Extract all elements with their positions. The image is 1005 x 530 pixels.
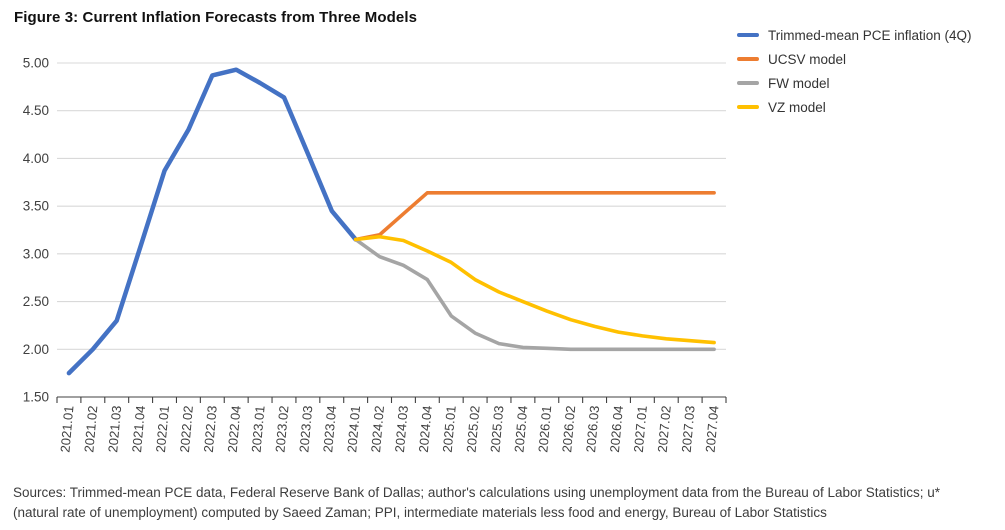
inflation-forecast-line-chart: 1.50 2.00 2.50 3.00 3.50 4.00 4.50 5.00 2021.01 2…: [23, 56, 727, 453]
x-tick-label: 2024.03: [392, 405, 411, 453]
x-tick-label: 2026.02: [559, 405, 578, 453]
legend-swatch-fw-model: [737, 80, 759, 86]
y-tick-label: 3.00: [23, 246, 49, 261]
x-tick-label: 2026.01: [535, 405, 554, 453]
legend-item-trimmed-mean-pce: Trimmed-mean PCE inflation (4Q): [737, 23, 972, 47]
y-tick-label: 2.50: [23, 294, 49, 309]
figure-title: Figure 3: Current Inflation Forecasts fr…: [14, 9, 418, 26]
series-line-trimmed-mean-pce-inflation-4q: [66, 67, 358, 376]
x-tick-label: 2023.02: [272, 405, 291, 453]
series-line-ucsv-model: [353, 191, 716, 242]
sources-line-2: (natural rate of unemployment) computed …: [13, 505, 827, 520]
chart-legend: Trimmed-mean PCE inflation (4Q) UCSV mod…: [737, 23, 972, 119]
x-tick-label: 2025.02: [464, 405, 483, 453]
x-tick-label: 2025.04: [511, 405, 530, 453]
y-tick-label: 4.50: [23, 103, 49, 118]
x-tick-label: 2022.03: [201, 405, 220, 453]
x-tick-label: 2023.03: [296, 405, 315, 453]
legend-label: UCSV model: [768, 51, 847, 67]
x-tick-label: 2021.03: [105, 405, 124, 453]
x-tick-label: 2026.03: [583, 405, 602, 453]
legend-label: FW model: [768, 75, 830, 91]
x-tick-label: 2025.03: [487, 405, 506, 453]
x-tick-label: 2021.01: [57, 405, 76, 453]
y-tick-label: 2.00: [23, 342, 49, 357]
x-tick-label: 2024.01: [344, 405, 363, 453]
legend-swatch-vz-model: [737, 104, 759, 110]
y-tick-label: 4.00: [23, 151, 49, 166]
legend-swatch-trimmed-mean-pce: [737, 32, 759, 38]
legend-item-ucsv-model: UCSV model: [737, 47, 972, 71]
x-tick-label: 2022.04: [225, 405, 244, 453]
y-tick-label: 5.00: [23, 56, 49, 71]
legend-item-vz-model: VZ model: [737, 95, 972, 119]
x-tick-label: 2024.02: [368, 405, 387, 453]
legend-label: Trimmed-mean PCE inflation (4Q): [768, 27, 972, 43]
legend-item-fw-model: FW model: [737, 71, 972, 95]
legend-label: VZ model: [768, 99, 826, 115]
x-tick-label: 2023.01: [249, 405, 268, 453]
x-tick-label: 2023.04: [320, 405, 339, 453]
sources-note: Sources: Trimmed-mean PCE data, Federal …: [13, 483, 1003, 523]
legend-swatch-ucsv-model: [737, 56, 759, 62]
x-tick-label: 2022.01: [153, 405, 172, 453]
x-tick-label: 2027.03: [679, 405, 698, 453]
y-tick-label: 1.50: [23, 390, 49, 405]
x-tick-label: 2027.01: [631, 405, 650, 453]
x-tick-label: 2024.04: [416, 405, 435, 453]
series-line-fw-model: [353, 237, 716, 352]
x-tick-label: 2021.02: [81, 405, 100, 453]
x-tick-label: 2027.04: [703, 405, 722, 453]
x-tick-label: 2026.04: [607, 405, 626, 453]
x-tick-label: 2025.01: [440, 405, 459, 453]
series-line-vz-model: [353, 234, 716, 345]
x-tick-label: 2021.04: [129, 405, 148, 453]
y-tick-label: 3.50: [23, 199, 49, 214]
x-tick-label: 2022.02: [177, 405, 196, 453]
sources-line-1: Sources: Trimmed-mean PCE data, Federal …: [13, 485, 941, 500]
x-tick-label: 2027.02: [655, 405, 674, 453]
